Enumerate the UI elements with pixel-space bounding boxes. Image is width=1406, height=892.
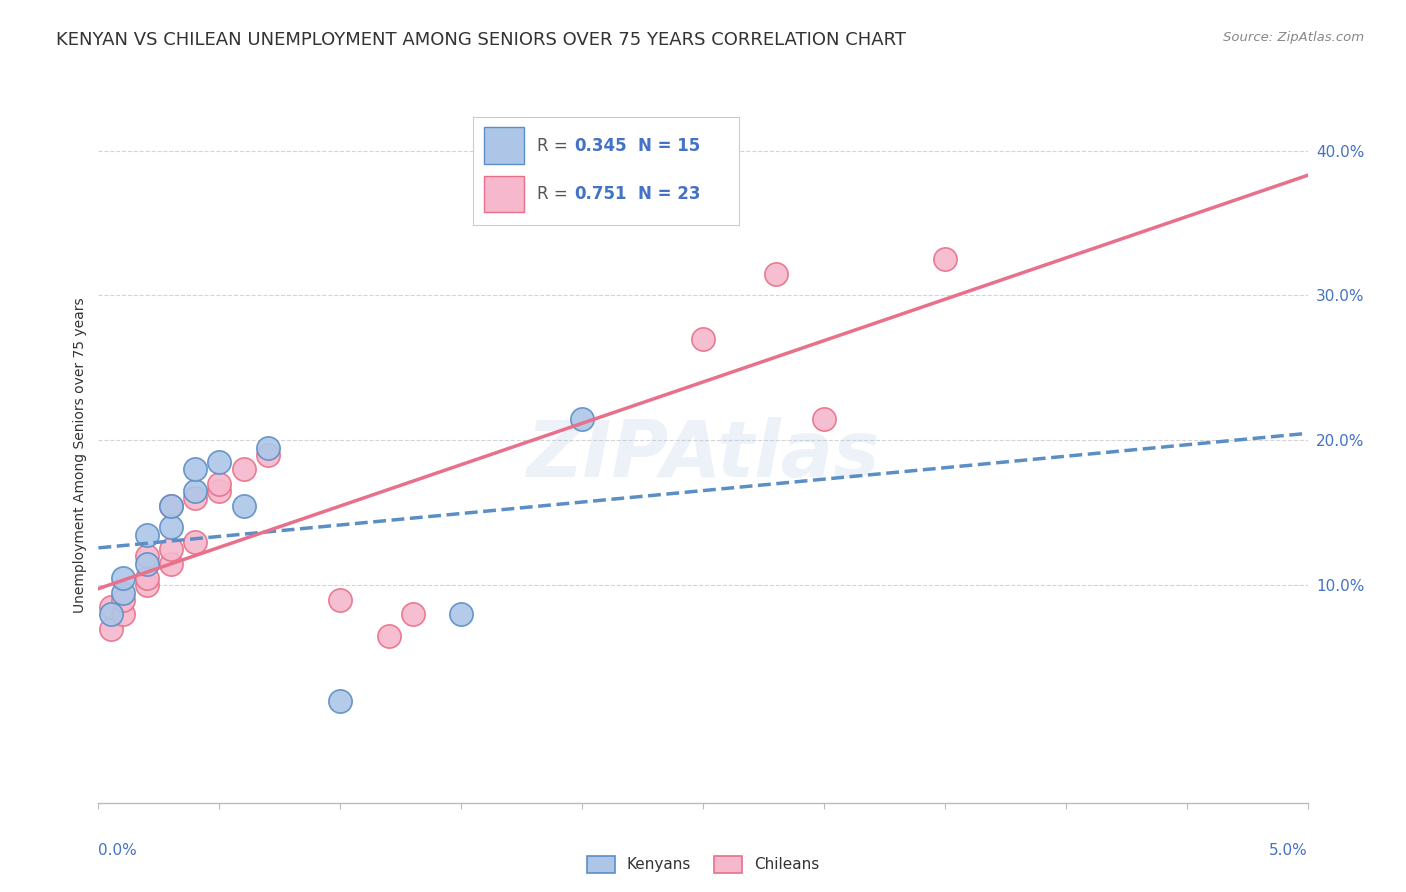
Text: Source: ZipAtlas.com: Source: ZipAtlas.com bbox=[1223, 31, 1364, 45]
Text: 5.0%: 5.0% bbox=[1268, 843, 1308, 858]
Point bbox=[184, 484, 207, 499]
Point bbox=[377, 629, 399, 643]
Point bbox=[111, 607, 134, 622]
Point bbox=[160, 499, 183, 513]
Point bbox=[232, 499, 254, 513]
Y-axis label: Unemployment Among Seniors over 75 years: Unemployment Among Seniors over 75 years bbox=[73, 297, 87, 613]
Point bbox=[135, 527, 157, 541]
Text: KENYAN VS CHILEAN UNEMPLOYMENT AMONG SENIORS OVER 75 YEARS CORRELATION CHART: KENYAN VS CHILEAN UNEMPLOYMENT AMONG SEN… bbox=[56, 31, 907, 49]
Point bbox=[184, 534, 207, 549]
Point bbox=[135, 549, 157, 564]
Point bbox=[256, 448, 278, 462]
Point bbox=[184, 462, 207, 476]
Point bbox=[208, 484, 231, 499]
Legend: Kenyans, Chileans: Kenyans, Chileans bbox=[581, 850, 825, 879]
Point bbox=[160, 520, 183, 534]
Point bbox=[450, 607, 472, 622]
Point bbox=[208, 476, 231, 491]
Point bbox=[111, 585, 134, 599]
Point bbox=[329, 694, 352, 708]
Point bbox=[184, 491, 207, 506]
Point bbox=[813, 411, 835, 425]
Point bbox=[100, 600, 122, 615]
Point bbox=[402, 607, 425, 622]
Point bbox=[208, 455, 231, 469]
Point bbox=[135, 557, 157, 571]
Point bbox=[100, 622, 122, 636]
Point bbox=[100, 607, 122, 622]
Point bbox=[111, 592, 134, 607]
Point bbox=[765, 267, 787, 281]
Point bbox=[329, 592, 352, 607]
Point bbox=[135, 571, 157, 585]
Point bbox=[256, 441, 278, 455]
Point bbox=[232, 462, 254, 476]
Text: ZIPAtlas: ZIPAtlas bbox=[526, 417, 880, 493]
Point bbox=[111, 571, 134, 585]
Point bbox=[160, 557, 183, 571]
Point bbox=[692, 332, 714, 346]
Point bbox=[135, 578, 157, 592]
Point bbox=[160, 499, 183, 513]
Text: 0.0%: 0.0% bbox=[98, 843, 138, 858]
Point bbox=[160, 542, 183, 557]
Point bbox=[571, 411, 593, 425]
Point bbox=[934, 252, 956, 267]
